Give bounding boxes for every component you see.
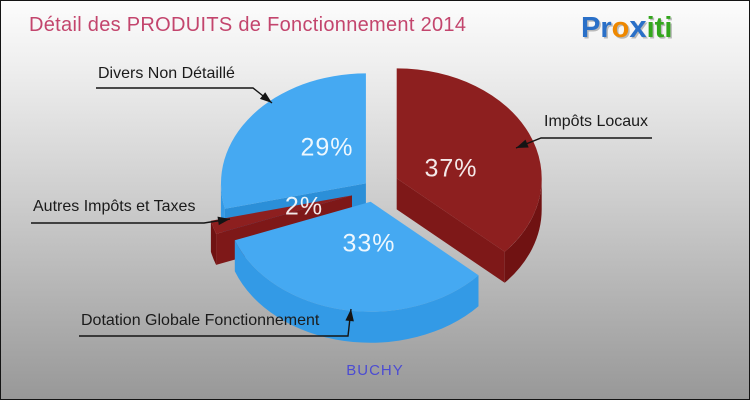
pie-slice-rim bbox=[234, 240, 479, 343]
callout-label-divers: Divers Non Détaillé bbox=[98, 65, 235, 82]
pct-label-autres-impots: 2% bbox=[284, 192, 324, 221]
pie-slice-cut-face bbox=[396, 178, 505, 283]
logo-part-o: o bbox=[611, 12, 630, 44]
callout-line bbox=[515, 137, 652, 149]
callout-arrowhead-icon bbox=[259, 92, 272, 103]
chart-title: Détail des PRODUITS de Fonctionnement 20… bbox=[29, 14, 467, 36]
callout-line bbox=[31, 218, 231, 224]
callout-arrowhead-icon bbox=[345, 309, 354, 322]
callout-arrowhead-icon bbox=[217, 216, 230, 226]
logo-part-pr: Pr bbox=[581, 12, 612, 44]
callout-arrowhead-icon bbox=[516, 139, 529, 148]
pie-slice-rim bbox=[210, 220, 217, 265]
logo-x-icon: x bbox=[629, 9, 647, 44]
pct-label-dotation-globale: 33% bbox=[342, 229, 396, 258]
pie-slice bbox=[234, 201, 479, 312]
pie-slice bbox=[220, 73, 366, 209]
pie-slice-rim bbox=[504, 178, 542, 283]
callout-label-dotation-globale: Dotation Globale Fonctionnement bbox=[81, 312, 320, 329]
pct-label-divers: 29% bbox=[300, 133, 354, 162]
logo-part-iti: iti bbox=[646, 12, 673, 44]
pie-slice bbox=[396, 68, 542, 252]
municipality-name: BUCHY bbox=[346, 362, 404, 379]
proxiti-logo: Proxiti bbox=[581, 9, 672, 45]
callout-label-autres-impots: Autres Impôts et Taxes bbox=[33, 198, 196, 215]
pie-slice bbox=[210, 195, 352, 234]
callout-line bbox=[96, 87, 273, 104]
pct-label-impots-locaux: 37% bbox=[424, 154, 478, 183]
callout-label-impots-locaux: Impôts Locaux bbox=[544, 113, 649, 130]
